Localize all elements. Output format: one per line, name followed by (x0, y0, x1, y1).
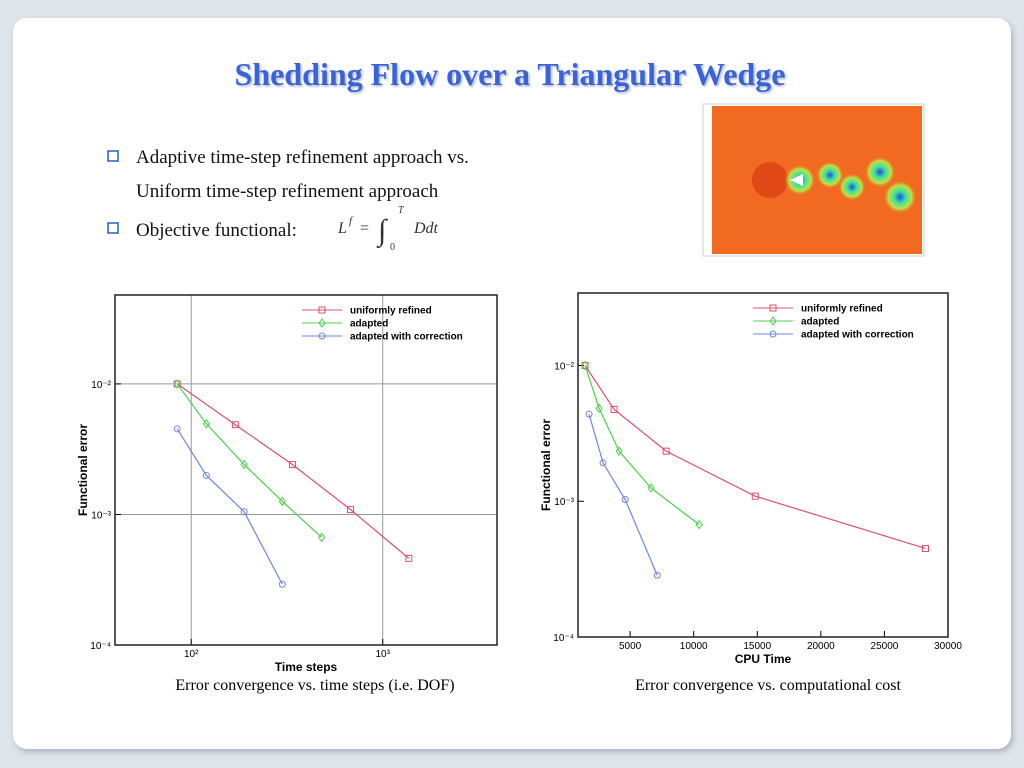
x-axis-label: CPU Time (735, 652, 792, 666)
bullets: Adaptive time-step refinement approach v… (107, 147, 469, 241)
marker (278, 580, 286, 588)
y-tick-label: 10⁻³ (91, 510, 111, 521)
marker (662, 447, 670, 455)
marker (921, 544, 929, 552)
formula-part: L (337, 220, 347, 237)
marker (173, 379, 181, 389)
marker (202, 418, 211, 429)
marker (615, 446, 623, 456)
formula-part: 0 (390, 242, 395, 253)
x-tick-label: 20000 (807, 641, 835, 652)
marker (240, 459, 248, 470)
bullet-text: Objective functional: (136, 220, 297, 241)
x-tick-label: 30000 (934, 641, 962, 652)
y-tick-label: 10⁻² (91, 380, 111, 391)
y-tick-label: 10⁻² (554, 361, 574, 372)
marker (347, 506, 355, 514)
x-tick-label: 5000 (619, 641, 642, 652)
marker (610, 405, 618, 413)
x-tick-label: 25000 (871, 641, 899, 652)
x-tick-label: 10000 (680, 641, 708, 652)
marker (585, 410, 593, 418)
marker (581, 360, 589, 371)
formula-part: ∫ (376, 214, 388, 249)
y-tick-label: 10⁻⁴ (90, 641, 111, 652)
caption: Error convergence vs. computational cost (635, 677, 901, 694)
marker (318, 332, 326, 340)
chart: 5000 10000 15000 20000 25000 30000 10⁻⁴ 10⁻³ 10⁻… (538, 285, 962, 669)
formula-part: = (360, 220, 369, 237)
flow-image (702, 103, 925, 257)
legend-label: uniformly refined (350, 306, 432, 317)
marker (318, 318, 326, 328)
plot-area (538, 285, 958, 669)
series-line (176, 383, 410, 559)
marker (318, 532, 326, 543)
marker (647, 483, 655, 493)
marker (173, 425, 181, 433)
formula: L f = ∫ 0 T Ddt (337, 205, 439, 253)
marker (653, 571, 661, 579)
y-tick-label: 10⁻³ (554, 497, 574, 508)
marker (599, 459, 607, 467)
formula-part: T (398, 205, 405, 216)
series-line (176, 428, 283, 585)
marker (751, 492, 759, 500)
chart: 10² 10³ 10⁻⁴ 10⁻³ 10⁻² Time steps Functional e… (75, 287, 507, 677)
bullet-icon (107, 150, 119, 162)
marker (405, 554, 413, 562)
marker (769, 304, 777, 312)
x-tick-label: 10² (184, 649, 199, 660)
bullet-text: Adaptive time-step refinement approach v… (136, 147, 469, 168)
marker (695, 519, 703, 530)
frame (577, 292, 949, 638)
x-tick-label: 10³ (376, 649, 391, 660)
legend-label: adapted with correction (350, 332, 463, 343)
marker (231, 421, 239, 429)
marker (769, 330, 777, 338)
series-line (584, 365, 926, 550)
legend-label: uniformly refined (801, 304, 883, 315)
marker (240, 508, 248, 516)
marker (318, 306, 326, 314)
y-tick-label: 10⁻⁴ (553, 633, 574, 644)
caption: Error convergence vs. time steps (i.e. D… (175, 677, 454, 694)
legend-label: adapted (350, 319, 388, 330)
series-line (176, 383, 323, 538)
frame (114, 294, 498, 646)
bullet-text: Uniform time-step refinement approach (136, 181, 439, 202)
y-axis-label: Functional error (76, 424, 90, 516)
x-tick-label: 15000 (743, 641, 771, 652)
formula-part: Ddt (413, 220, 439, 237)
formula-part: f (349, 215, 354, 227)
y-axis-label: Functional error (539, 419, 553, 511)
marker (595, 403, 603, 414)
marker (278, 496, 286, 507)
marker (289, 461, 297, 469)
marker (621, 496, 629, 504)
x-axis-label: Time steps (275, 660, 338, 674)
bullet-icon (107, 222, 119, 234)
series-line (588, 414, 658, 576)
marker (202, 471, 210, 479)
plot-area (75, 287, 507, 677)
legend-label: adapted (801, 317, 839, 328)
marker (769, 316, 777, 326)
series-line (584, 365, 700, 526)
legend-label: adapted with correction (801, 330, 914, 341)
slide-title: Shedding Flow over a Triangular Wedge (235, 56, 786, 92)
